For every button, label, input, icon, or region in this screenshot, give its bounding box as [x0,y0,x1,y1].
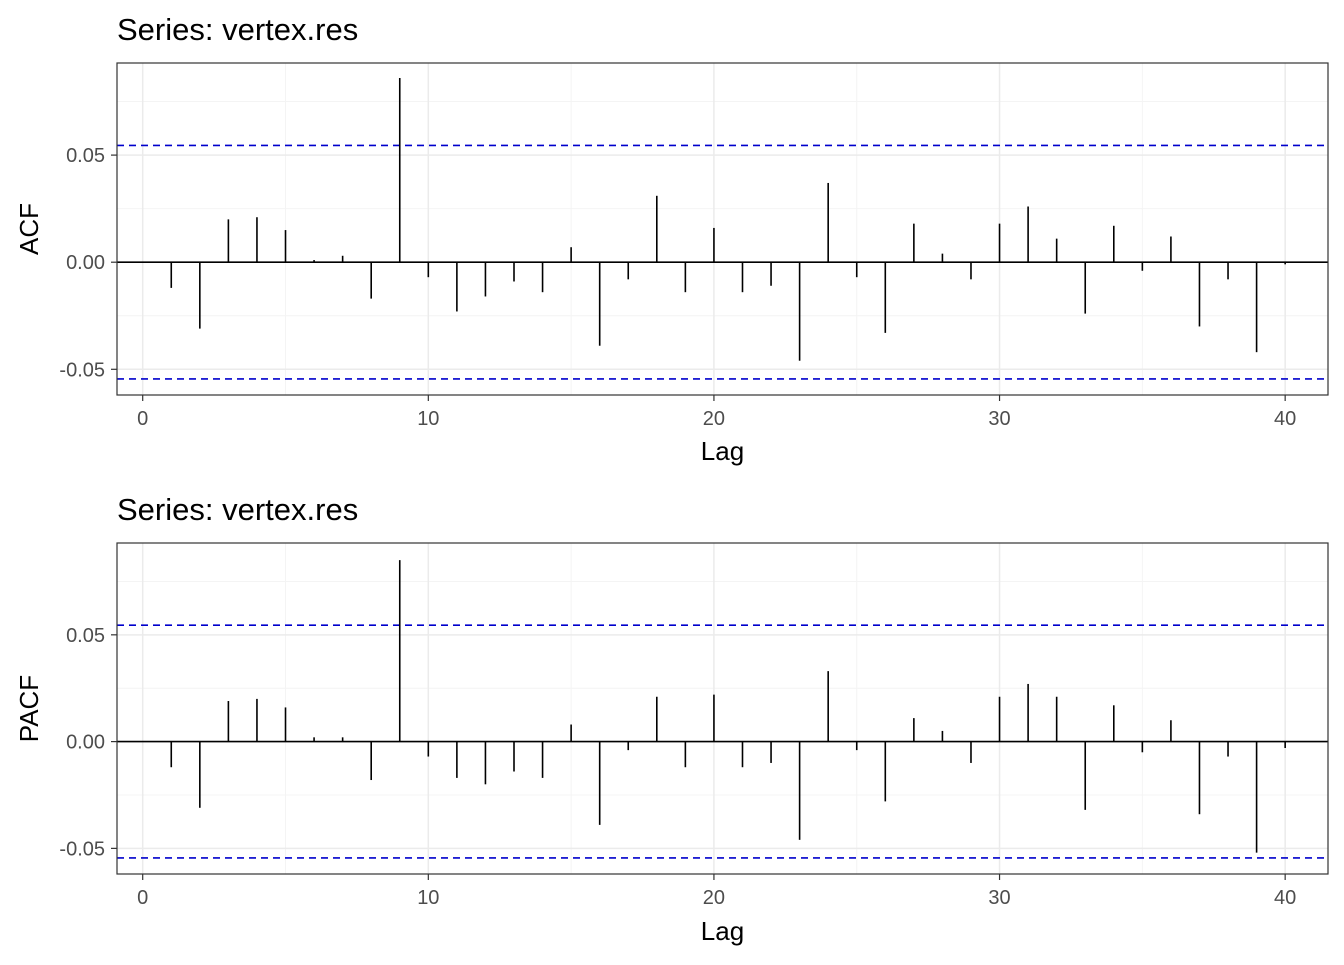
x-tick-label: 10 [417,887,439,909]
panel-border [116,542,1329,875]
x-tick-label: 30 [988,408,1010,430]
chart-panel-1: 0 10 20 30 40 -0.05 0.00 0.05 Series: vertex.res… [14,12,1329,466]
chart-title: Series: vertex.res [117,12,358,47]
x-tick-label: 20 [703,408,725,430]
y-tick-label: 0.00 [66,732,105,754]
y-tick-label: 0.05 [66,145,105,167]
chart-title: Series: vertex.res [117,492,358,527]
y-tick-label: -0.05 [59,359,105,381]
x-axis-label: Lag [701,436,744,466]
panel-border [116,62,1329,396]
y-tick-label: 0.05 [66,625,105,647]
x-tick-label: 0 [137,408,148,430]
x-tick-label: 20 [703,887,725,909]
x-tick-label: 40 [1274,408,1296,430]
plot-area [117,543,1328,874]
x-tick-label: 40 [1274,887,1296,909]
y-tick-label: -0.05 [59,838,105,860]
chart-panel-2: 0 10 20 30 40 -0.05 0.00 0.05 Series: vertex.res… [14,492,1329,946]
x-tick-label: 10 [417,408,439,430]
y-axis-label: PACF [14,675,44,742]
plot-area [117,63,1328,395]
y-axis-label: ACF [14,203,44,255]
x-tick-label: 0 [137,887,148,909]
x-axis-label: Lag [701,916,744,946]
y-tick-label: 0.00 [66,252,105,274]
x-tick-label: 30 [988,887,1010,909]
